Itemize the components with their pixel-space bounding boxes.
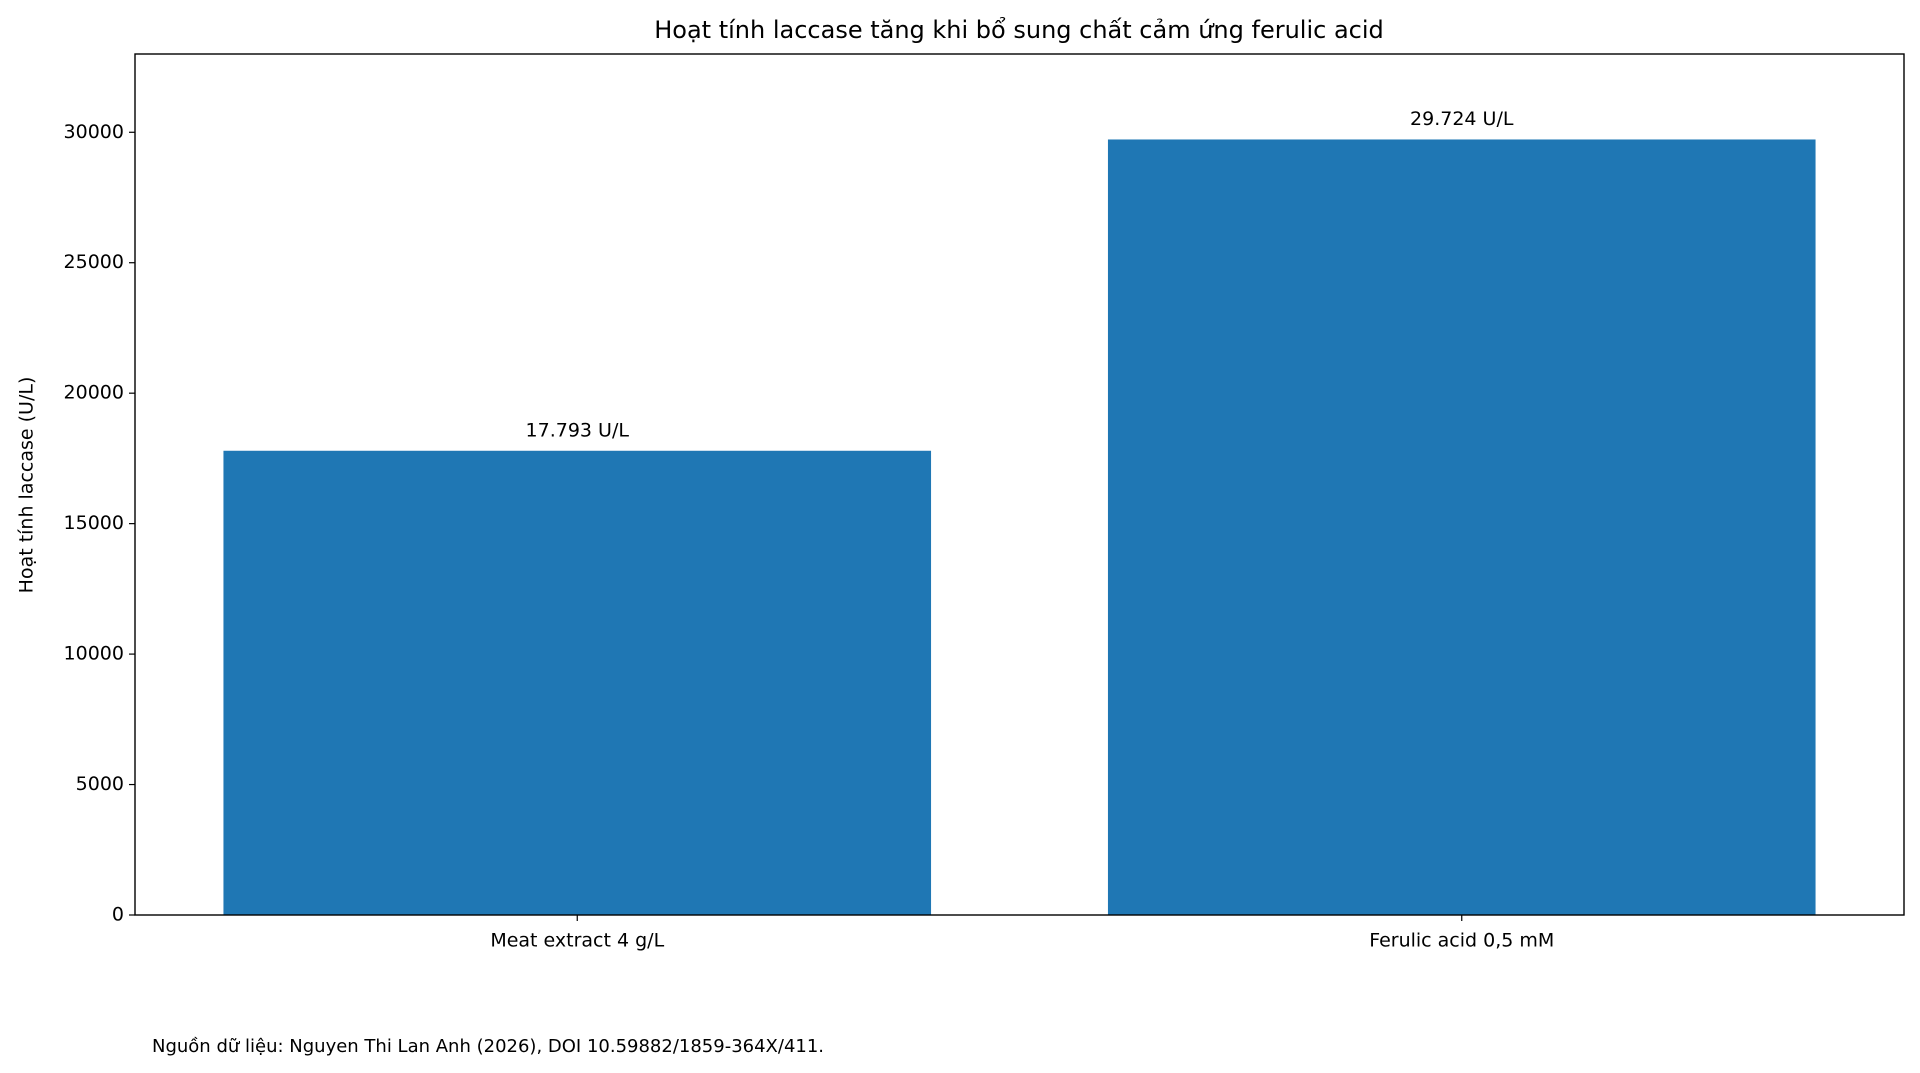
- y-tick-label: 20000: [64, 382, 124, 404]
- bar: [223, 450, 932, 915]
- x-tick-label: Meat extract 4 g/L: [490, 930, 664, 952]
- plot-frame: [134, 53, 1905, 916]
- x-tick-label: Ferulic acid 0,5 mM: [1369, 930, 1554, 952]
- y-tick-label: 25000: [64, 251, 124, 273]
- value-label: 29.724 U/L: [1410, 108, 1514, 130]
- bar: [1107, 139, 1816, 915]
- y-tick-label: 15000: [64, 512, 124, 534]
- y-tick-label: 5000: [76, 773, 124, 795]
- y-tick-label: 30000: [64, 121, 124, 143]
- y-tick-label: 0: [112, 904, 124, 926]
- y-axis-label: Hoạt tính laccase (U/L): [16, 377, 38, 594]
- value-label: 17.793 U/L: [526, 419, 630, 441]
- source-note: Nguồn dữ liệu: Nguyen Thi Lan Anh (2026)…: [152, 1036, 824, 1057]
- y-tick-label: 10000: [64, 643, 124, 665]
- chart-title: Hoạt tính laccase tăng khi bổ sung chất …: [654, 16, 1384, 44]
